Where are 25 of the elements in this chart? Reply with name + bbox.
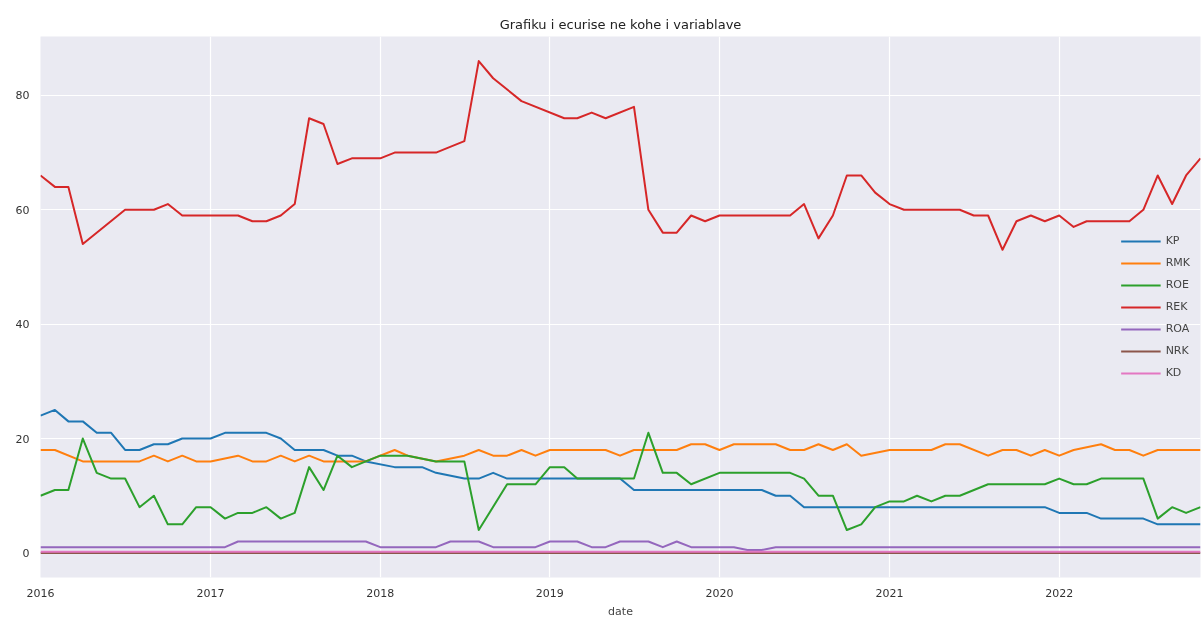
- y-tick-label: 0: [22, 546, 30, 560]
- legend-label: ROA: [1165, 322, 1190, 335]
- x-tick-label: 2017: [196, 586, 225, 600]
- legend-label: RMK: [1165, 256, 1190, 269]
- x-tick-label: 2019: [535, 586, 564, 600]
- legend-label: KD: [1165, 366, 1183, 379]
- legend-label: REK: [1165, 300, 1188, 313]
- legend-label: NRK: [1165, 344, 1189, 357]
- line-series: [40, 443, 1201, 463]
- legend-label: KP: [1165, 234, 1181, 247]
- y-tick-label: 80: [15, 89, 30, 103]
- x-tick-label: 2020: [705, 586, 734, 600]
- y-tick-label: 60: [15, 203, 30, 217]
- x-tick-label: 2022: [1045, 586, 1074, 600]
- x-tick-label: 2018: [366, 586, 395, 600]
- line-series: [40, 431, 1201, 532]
- y-tick-label: 40: [15, 318, 30, 332]
- x-tick-label: 2021: [875, 586, 904, 600]
- x-tick-label: 2016: [26, 586, 55, 600]
- y-tick-label: 20: [15, 432, 30, 446]
- x-axis-title: date: [608, 604, 634, 618]
- chart-title: Grafiku i ecurise ne kohe i variablave: [499, 16, 742, 32]
- legend-label: ROE: [1165, 278, 1189, 291]
- line-series: [40, 408, 1201, 526]
- line-series: [40, 60, 1201, 251]
